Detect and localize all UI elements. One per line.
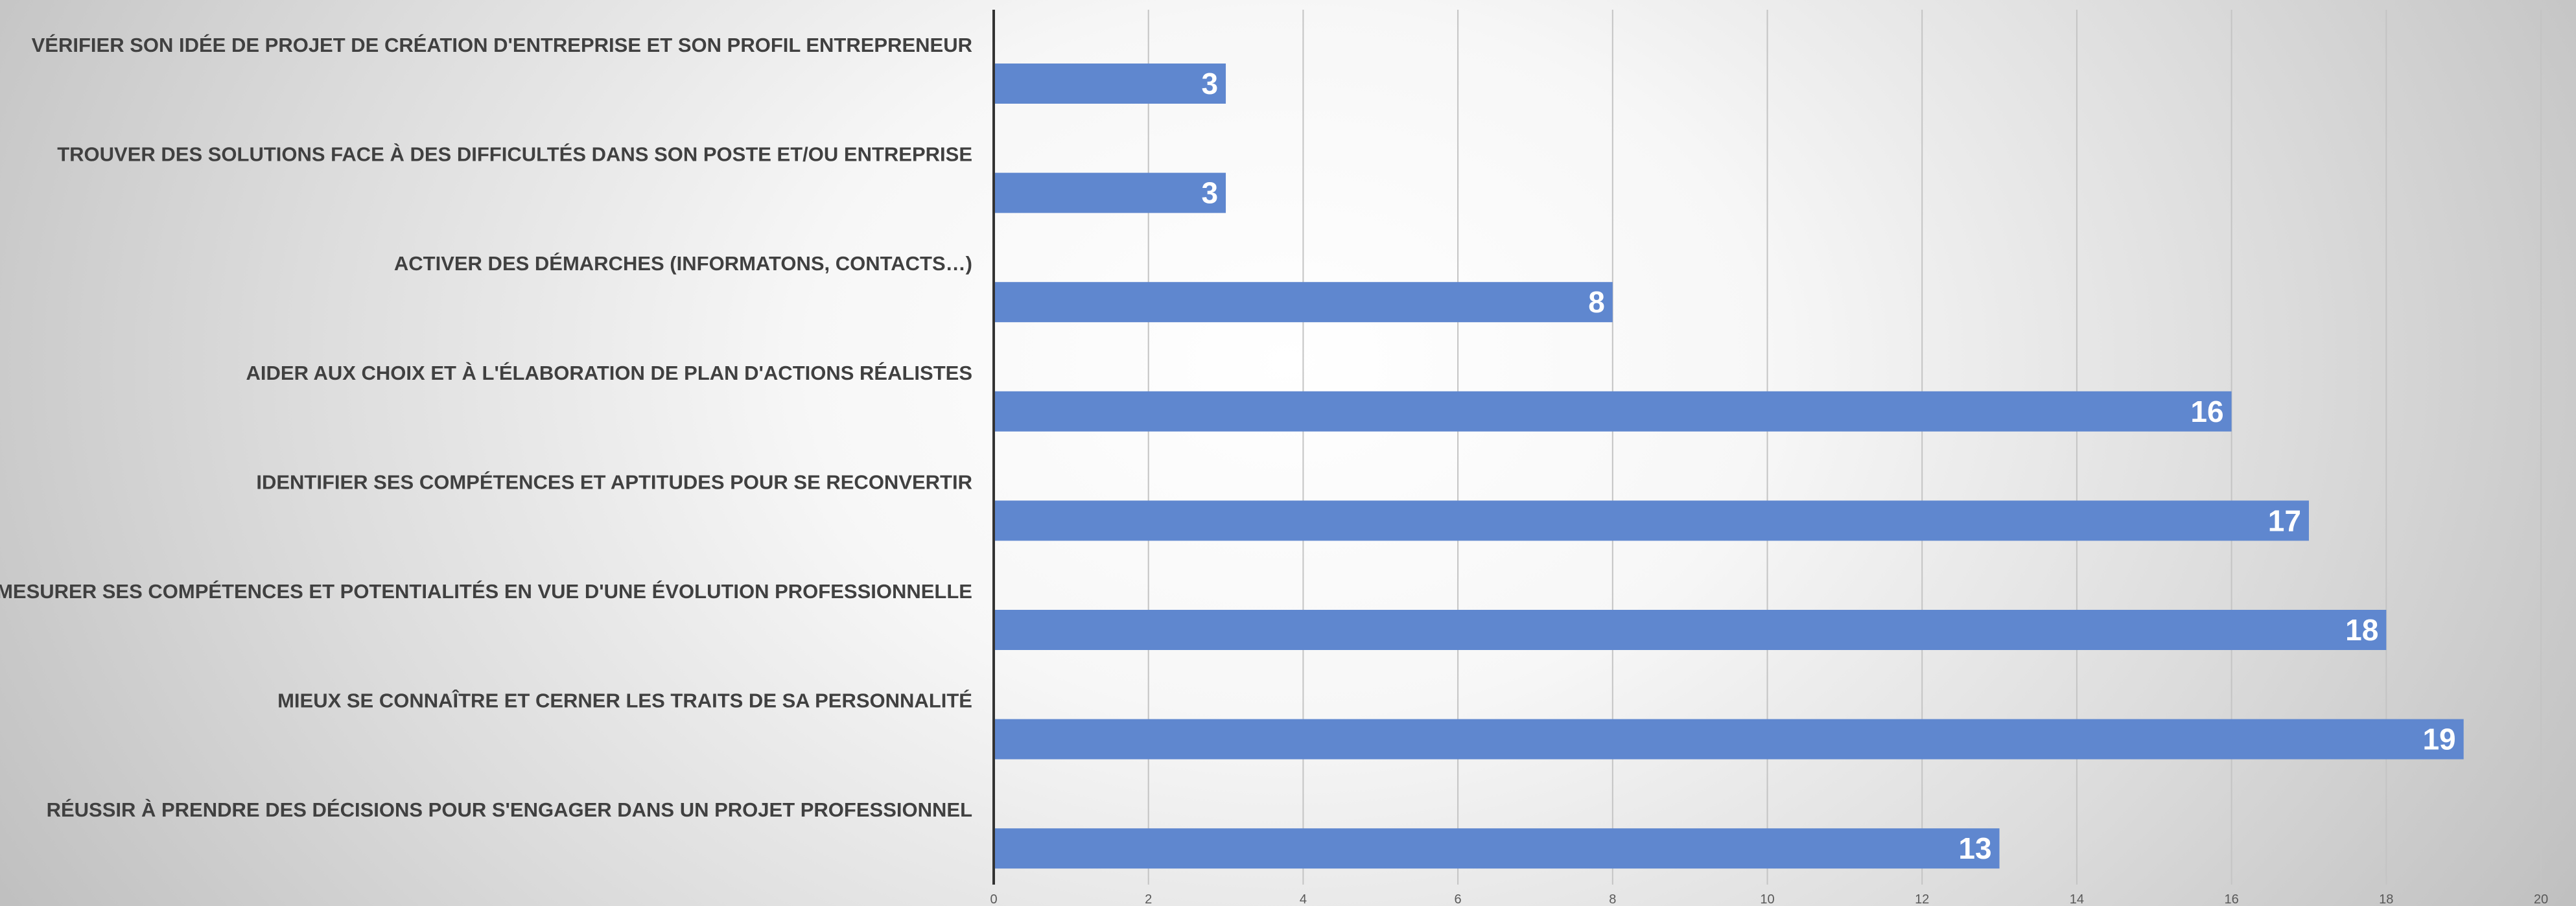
- bar: [994, 64, 1226, 104]
- bar: [994, 610, 2387, 650]
- data-label: 18: [2345, 613, 2378, 647]
- bar: [994, 391, 2232, 432]
- bar: [994, 828, 2000, 869]
- category-label: AIDER AUX CHOIX ET À L'ÉLABORATION DE PL…: [246, 362, 972, 384]
- data-label: 19: [2422, 723, 2455, 756]
- data-label: 3: [1201, 176, 1218, 210]
- data-label: 17: [2268, 504, 2301, 537]
- x-tick-label: 12: [1915, 892, 1929, 906]
- x-tick-label: 20: [2534, 892, 2548, 906]
- x-tick-label: 14: [2070, 892, 2084, 906]
- x-tick-label: 16: [2224, 892, 2238, 906]
- category-label: VÉRIFIER SON IDÉE DE PROJET DE CRÉATION …: [32, 34, 972, 56]
- x-tick-label: 4: [1300, 892, 1307, 906]
- data-label: 3: [1201, 67, 1218, 100]
- category-label: IDENTIFIER SES COMPÉTENCES ET APTITUDES …: [256, 470, 972, 493]
- category-label: RÉUSSIR À PRENDRE DES DÉCISIONS POUR S'E…: [47, 798, 972, 821]
- x-tick-label: 18: [2379, 892, 2393, 906]
- data-label: 8: [1588, 285, 1605, 319]
- category-label: MIEUX SE CONNAÎTRE ET CERNER LES TRAITS …: [277, 689, 972, 712]
- x-tick-label: 10: [1760, 892, 1774, 906]
- x-tick-label: 6: [1455, 892, 1462, 906]
- bar: [994, 719, 2464, 760]
- x-tick-label: 2: [1145, 892, 1152, 906]
- category-label: MESURER SES COMPÉTENCES ET POTENTIALITÉS…: [0, 580, 972, 603]
- category-label: TROUVER DES SOLUTIONS FACE À DES DIFFICU…: [57, 143, 972, 166]
- bar: [994, 172, 1226, 213]
- labels: 0 2 4 6 8 10 12 14 16 18 20 3 VÉRIFIER SON IDÉE DE P…: [0, 34, 2548, 906]
- data-label: 13: [1958, 831, 1991, 865]
- data-label: 16: [2190, 395, 2223, 428]
- bar: [994, 282, 1613, 323]
- gridlines: [1147, 10, 2542, 885]
- x-tick-label: 0: [990, 892, 997, 906]
- category-label: ACTIVER DES DÉMARCHES (INFORMATONS, CONT…: [394, 252, 972, 275]
- bar: [994, 500, 2309, 541]
- x-tick-label: 8: [1609, 892, 1616, 906]
- bars: [994, 64, 2464, 869]
